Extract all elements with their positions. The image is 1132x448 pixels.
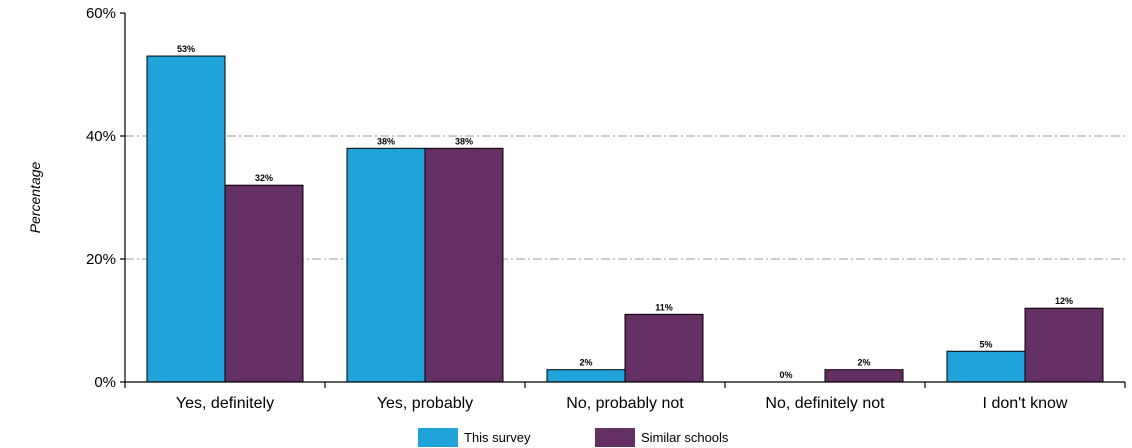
x-tick-labels: Yes, definitely Yes, probably No, probably… — [176, 395, 1068, 412]
data-labels: 53% 32% 38% 38% 2% 11% 0% 2% 5% 12% — [177, 44, 1073, 380]
bar-this-survey — [546, 369, 626, 383]
bar-this-survey — [146, 55, 226, 383]
data-label: 53% — [177, 44, 195, 54]
data-label: 0% — [779, 370, 792, 380]
y-axis-title: Percentage — [27, 161, 43, 233]
data-label: 2% — [857, 358, 870, 368]
x-tick-label: No, definitely not — [765, 395, 885, 412]
bar-this-survey — [346, 147, 426, 383]
bar-similar-schools — [824, 369, 904, 383]
bars — [146, 55, 1104, 383]
data-label: 2% — [579, 358, 592, 368]
y-tick-label: 20% — [86, 251, 116, 268]
data-label: 38% — [377, 136, 395, 146]
y-tick-labels: 0% 20% 40% 60% — [86, 5, 116, 391]
legend-swatch-this-survey — [418, 428, 458, 447]
y-tick-label: 60% — [86, 5, 116, 22]
legend: This survey Similar schools — [418, 428, 729, 447]
data-label: 38% — [455, 136, 473, 146]
data-label: 12% — [1055, 296, 1073, 306]
bar-similar-schools — [624, 313, 704, 383]
legend-swatch-similar-schools — [595, 428, 635, 447]
x-tick-label: Yes, probably — [377, 395, 473, 412]
data-label: 32% — [255, 173, 273, 183]
y-tick-label: 40% — [86, 128, 116, 145]
data-label: 5% — [979, 339, 992, 349]
bar-similar-schools — [424, 147, 504, 383]
x-tick-label: Yes, definitely — [176, 395, 274, 412]
bar-this-survey — [946, 350, 1026, 383]
data-label: 11% — [655, 302, 673, 312]
x-tick-label: No, probably not — [566, 395, 684, 412]
legend-label-similar-schools: Similar schools — [641, 430, 729, 445]
axes — [120, 12, 1126, 388]
bar-similar-schools — [1024, 307, 1104, 383]
bar-similar-schools — [224, 184, 304, 383]
x-tick-label: I don't know — [983, 395, 1068, 412]
y-tick-label: 0% — [94, 374, 116, 391]
legend-label-this-survey: This survey — [464, 430, 531, 445]
